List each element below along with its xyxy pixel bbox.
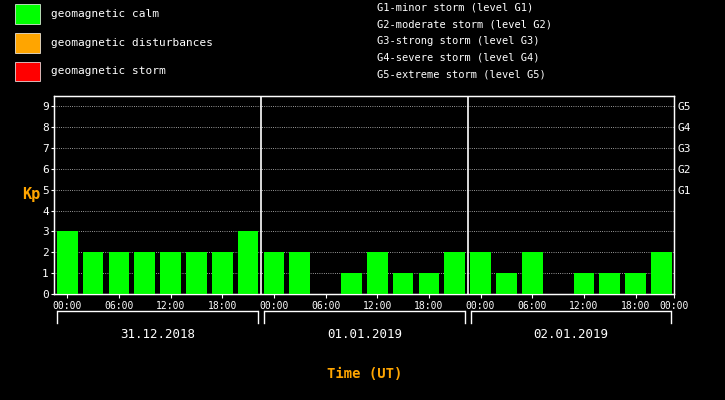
Text: G4-severe storm (level G4): G4-severe storm (level G4) bbox=[377, 53, 539, 63]
Bar bbox=[471, 252, 491, 294]
Text: G1-minor storm (level G1): G1-minor storm (level G1) bbox=[377, 3, 534, 13]
Text: 02.01.2019: 02.01.2019 bbox=[534, 328, 608, 341]
Bar bbox=[573, 273, 594, 294]
Text: Time (UT): Time (UT) bbox=[327, 366, 402, 381]
Bar bbox=[651, 252, 671, 294]
Bar bbox=[14, 34, 40, 53]
Bar bbox=[600, 273, 620, 294]
Text: geomagnetic storm: geomagnetic storm bbox=[51, 66, 165, 76]
Bar bbox=[341, 273, 362, 294]
Text: G5-extreme storm (level G5): G5-extreme storm (level G5) bbox=[377, 70, 546, 80]
Text: geomagnetic disturbances: geomagnetic disturbances bbox=[51, 38, 212, 48]
Bar bbox=[393, 273, 413, 294]
Bar bbox=[238, 232, 258, 294]
Bar bbox=[109, 252, 129, 294]
Text: geomagnetic calm: geomagnetic calm bbox=[51, 9, 159, 19]
Bar bbox=[496, 273, 517, 294]
Bar bbox=[134, 252, 155, 294]
Bar bbox=[14, 62, 40, 81]
Text: 31.12.2018: 31.12.2018 bbox=[120, 328, 195, 341]
Bar bbox=[186, 252, 207, 294]
Bar bbox=[444, 252, 465, 294]
Bar bbox=[160, 252, 181, 294]
Bar bbox=[522, 252, 542, 294]
Text: G3-strong storm (level G3): G3-strong storm (level G3) bbox=[377, 36, 539, 46]
Bar bbox=[367, 252, 388, 294]
Bar bbox=[418, 273, 439, 294]
Bar bbox=[264, 252, 284, 294]
Bar bbox=[212, 252, 233, 294]
Text: 01.01.2019: 01.01.2019 bbox=[327, 328, 402, 341]
Bar bbox=[625, 273, 646, 294]
Y-axis label: Kp: Kp bbox=[22, 188, 40, 202]
Bar bbox=[57, 232, 78, 294]
Bar bbox=[289, 252, 310, 294]
Bar bbox=[14, 4, 40, 24]
Text: G2-moderate storm (level G2): G2-moderate storm (level G2) bbox=[377, 19, 552, 29]
Bar bbox=[83, 252, 104, 294]
